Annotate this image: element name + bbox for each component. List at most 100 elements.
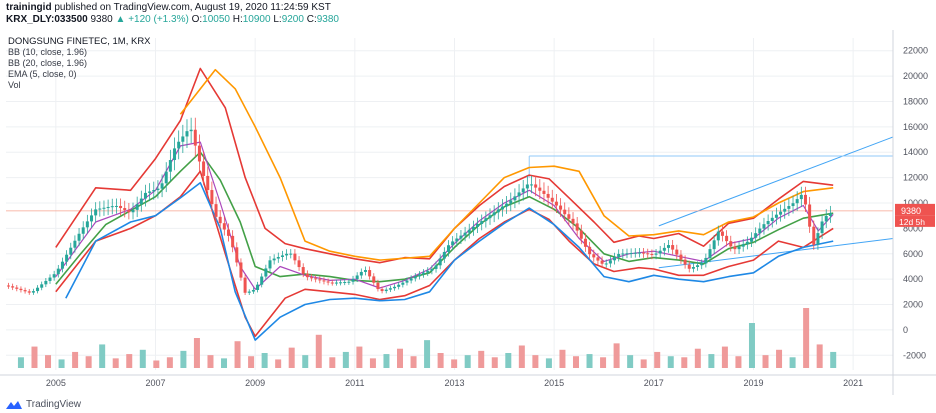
- candle-body: [662, 247, 666, 251]
- volume-bar: [762, 355, 769, 368]
- volume-bar: [518, 345, 525, 368]
- candle-body: [260, 276, 264, 285]
- candle-body: [654, 253, 658, 255]
- candle-body: [11, 286, 15, 288]
- candle-body: [139, 198, 143, 205]
- legend-item-ema[interactable]: EMA (5, close, 0): [8, 69, 77, 79]
- chart-area[interactable]: 22000 20000 18000 16000 14000 12000 10000 8000 6…: [0, 30, 936, 395]
- candle-body: [754, 233, 758, 238]
- candle-body: [384, 289, 388, 292]
- volume-bar: [288, 347, 295, 368]
- price-chart[interactable]: 2200020000180001600014000120001000080006…: [0, 30, 936, 395]
- y-tick-label: 8000: [903, 223, 923, 233]
- volume-bar: [437, 353, 444, 368]
- candle-body: [210, 190, 214, 205]
- candle-body: [289, 253, 293, 255]
- candle-body: [658, 250, 662, 254]
- volume-bar: [572, 356, 579, 368]
- line-bb20_basis: [55, 151, 834, 285]
- candle-body: [650, 254, 654, 256]
- candle-body: [700, 263, 704, 266]
- x-tick-label: 2013: [444, 378, 464, 388]
- candle-body: [77, 233, 81, 241]
- candle-body: [397, 284, 401, 287]
- candle-body: [202, 161, 206, 176]
- candle-body: [23, 290, 27, 292]
- volume-bar: [491, 357, 498, 368]
- candle-body: [808, 204, 812, 227]
- volume-bar: [830, 351, 837, 368]
- ohlc-line: KRX_DLY:033500 9380 ▲ +120 (+1.3%) O:100…: [6, 14, 339, 25]
- volume-bar: [99, 344, 106, 368]
- volume-bar: [532, 355, 539, 368]
- candle-body: [243, 277, 247, 293]
- y-tick-label: 16000: [903, 122, 928, 132]
- candle-body: [500, 206, 504, 210]
- volume-bar: [17, 357, 24, 368]
- candle-body: [687, 264, 691, 269]
- legend-item-vol[interactable]: Vol: [8, 80, 21, 90]
- y-tick-label: 22000: [903, 46, 928, 56]
- legend-item-bb20[interactable]: BB (20, close, 1.96): [8, 58, 88, 68]
- candle-body: [496, 209, 500, 213]
- candle-body: [621, 253, 625, 255]
- y-tick-label: 4000: [903, 274, 923, 284]
- volume-bar: [735, 356, 742, 368]
- candle-body: [123, 208, 127, 211]
- candle-body: [505, 203, 509, 207]
- candle-body: [177, 141, 181, 149]
- candle-body: [426, 270, 430, 273]
- y-axis: 2200020000180001600014000120001000080006…: [892, 30, 928, 395]
- volume-bar: [248, 356, 255, 368]
- line-ema: [55, 141, 834, 290]
- candle-body: [173, 148, 177, 161]
- volume-bar: [45, 355, 52, 368]
- candle-body: [683, 259, 687, 265]
- candle-body: [463, 232, 467, 236]
- candle-body: [534, 184, 538, 188]
- publish-line: trainingid published on TradingView.com,…: [6, 2, 331, 13]
- volume-bar: [803, 308, 810, 368]
- volume-bar: [613, 343, 620, 368]
- candle-body: [343, 282, 347, 284]
- candle-body: [339, 282, 343, 284]
- footer-brand[interactable]: TradingView: [26, 399, 82, 410]
- candle-body: [795, 199, 799, 204]
- candle-body: [334, 282, 338, 284]
- candle-body: [476, 223, 480, 227]
- candle-body: [247, 291, 251, 293]
- candle-body: [347, 281, 351, 283]
- candle-body: [422, 272, 426, 275]
- candle-body: [471, 226, 475, 230]
- symbol: KRX_DLY:033500: [6, 14, 88, 25]
- candle-body: [56, 268, 60, 275]
- candle-body: [538, 187, 542, 191]
- o-value: 10050: [202, 14, 230, 25]
- l-value: 9200: [281, 14, 304, 25]
- x-tick-label: 2009: [245, 378, 265, 388]
- price-tag-label: 9380: [901, 206, 921, 216]
- candle-body: [401, 282, 405, 285]
- y-tick-label: 20000: [903, 71, 928, 81]
- volume-bar: [789, 357, 796, 368]
- volume-bar: [85, 356, 92, 368]
- tradingview-logo-icon[interactable]: [6, 400, 22, 410]
- legend-item-bb10[interactable]: BB (10, close, 1.96): [8, 47, 88, 57]
- candle-body: [791, 203, 795, 207]
- volume-bar: [464, 355, 471, 368]
- candle-body: [430, 268, 434, 271]
- h-value: 10900: [242, 14, 271, 25]
- volume-bar: [356, 346, 363, 368]
- volume-bar: [383, 354, 390, 368]
- last-price: 9380: [90, 14, 113, 25]
- candle-body: [467, 229, 471, 233]
- candle-body: [44, 280, 48, 285]
- candle-body: [704, 257, 708, 264]
- candle-body: [368, 270, 372, 277]
- volume-bar: [667, 356, 674, 368]
- candle-body: [181, 136, 185, 142]
- candle-body: [459, 235, 463, 239]
- publisher-name[interactable]: trainingid: [6, 2, 52, 13]
- x-tick-label: 2015: [544, 378, 564, 388]
